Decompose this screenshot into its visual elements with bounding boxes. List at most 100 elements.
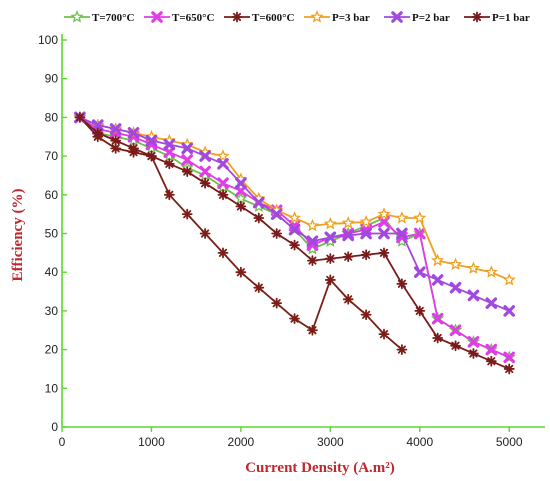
data-point (378, 216, 390, 228)
data-point (253, 212, 265, 224)
data-point (217, 189, 229, 201)
data-point (378, 247, 390, 259)
legend-entry-5: P=2 bar (384, 11, 450, 24)
data-point (271, 228, 283, 239)
data-point (163, 189, 175, 201)
data-point (485, 343, 498, 356)
data-point (287, 211, 302, 224)
data-point (235, 177, 247, 189)
data-point (341, 216, 355, 229)
data-point (92, 127, 104, 139)
data-point (307, 255, 318, 266)
y-tick-label: 60 (45, 188, 59, 202)
legend-entry-6: P=1 bar (464, 11, 530, 24)
legend-marker (471, 11, 483, 23)
data-point (181, 154, 194, 166)
data-point (468, 348, 479, 359)
data-point (413, 211, 427, 224)
y-tick-label: 10 (45, 381, 59, 395)
data-point (432, 332, 444, 344)
data-point (109, 123, 122, 135)
data-point (396, 227, 408, 240)
y-tick-label: 100 (38, 33, 58, 47)
legend-entry-3: T=600°C (224, 11, 295, 24)
legend-marker (391, 11, 403, 23)
series-6 (74, 112, 515, 375)
data-point (431, 253, 445, 267)
data-point (377, 207, 391, 220)
data-point (146, 150, 157, 162)
y-tick-label: 40 (45, 265, 59, 279)
legend-label: P=1 bar (492, 12, 530, 24)
y-tick-label: 50 (45, 227, 59, 241)
data-point (217, 247, 229, 259)
data-point (342, 293, 354, 305)
series-4 (73, 110, 516, 286)
legend-label: T=650°C (172, 12, 215, 24)
chart-series (73, 110, 516, 375)
data-point (199, 165, 211, 178)
x-tick-label: 3000 (317, 435, 344, 449)
data-point (378, 328, 390, 340)
data-point (289, 313, 300, 325)
data-point (252, 196, 265, 209)
data-point (360, 249, 372, 261)
data-point (413, 227, 426, 240)
data-point (503, 363, 515, 375)
data-point (181, 208, 193, 220)
data-point (306, 235, 319, 248)
data-point (450, 340, 461, 352)
data-point (449, 281, 462, 294)
data-point (91, 119, 104, 131)
data-point (324, 253, 336, 265)
data-point (110, 142, 122, 154)
legend-entry-2: T=650°C (144, 11, 215, 24)
data-point (414, 305, 426, 317)
legend-marker (231, 11, 243, 23)
data-point (323, 216, 337, 230)
legend-entry-4: P=3 bar (304, 10, 370, 24)
data-point (289, 239, 300, 251)
legend-label: T=700°C (92, 12, 135, 24)
y-tick-label: 90 (45, 72, 59, 86)
x-tick-label: 2000 (228, 435, 255, 449)
legend-label: P=2 bar (412, 12, 450, 24)
data-point (145, 134, 158, 147)
data-point (396, 344, 408, 355)
data-point (342, 229, 355, 242)
data-point (324, 231, 337, 244)
y-tick-label: 70 (45, 149, 59, 163)
y-tick-label: 80 (45, 110, 59, 124)
data-point (110, 135, 122, 147)
data-point (181, 142, 194, 155)
data-point (503, 351, 516, 364)
legend-label: P=3 bar (332, 12, 370, 24)
data-point (378, 227, 390, 240)
data-point (467, 336, 480, 348)
data-point (503, 305, 516, 317)
data-point (216, 149, 230, 162)
data-point (395, 211, 409, 224)
series-3 (74, 112, 408, 355)
legend-entry-1: T=700°C (64, 10, 135, 24)
data-point (466, 261, 481, 274)
data-point (324, 274, 336, 286)
series-1 (73, 110, 516, 363)
data-point (305, 218, 320, 232)
data-point (360, 309, 372, 321)
data-point (448, 257, 463, 271)
data-point (307, 324, 318, 336)
data-point (234, 191, 248, 205)
legend-marker (151, 11, 163, 23)
data-point (288, 223, 301, 236)
legend-marker (310, 10, 324, 23)
data-point (431, 312, 444, 325)
data-point (163, 158, 175, 170)
data-point (484, 265, 498, 278)
data-point (217, 158, 229, 170)
x-tick-label: 0 (59, 435, 66, 449)
data-point (235, 201, 247, 212)
data-point (485, 297, 498, 309)
